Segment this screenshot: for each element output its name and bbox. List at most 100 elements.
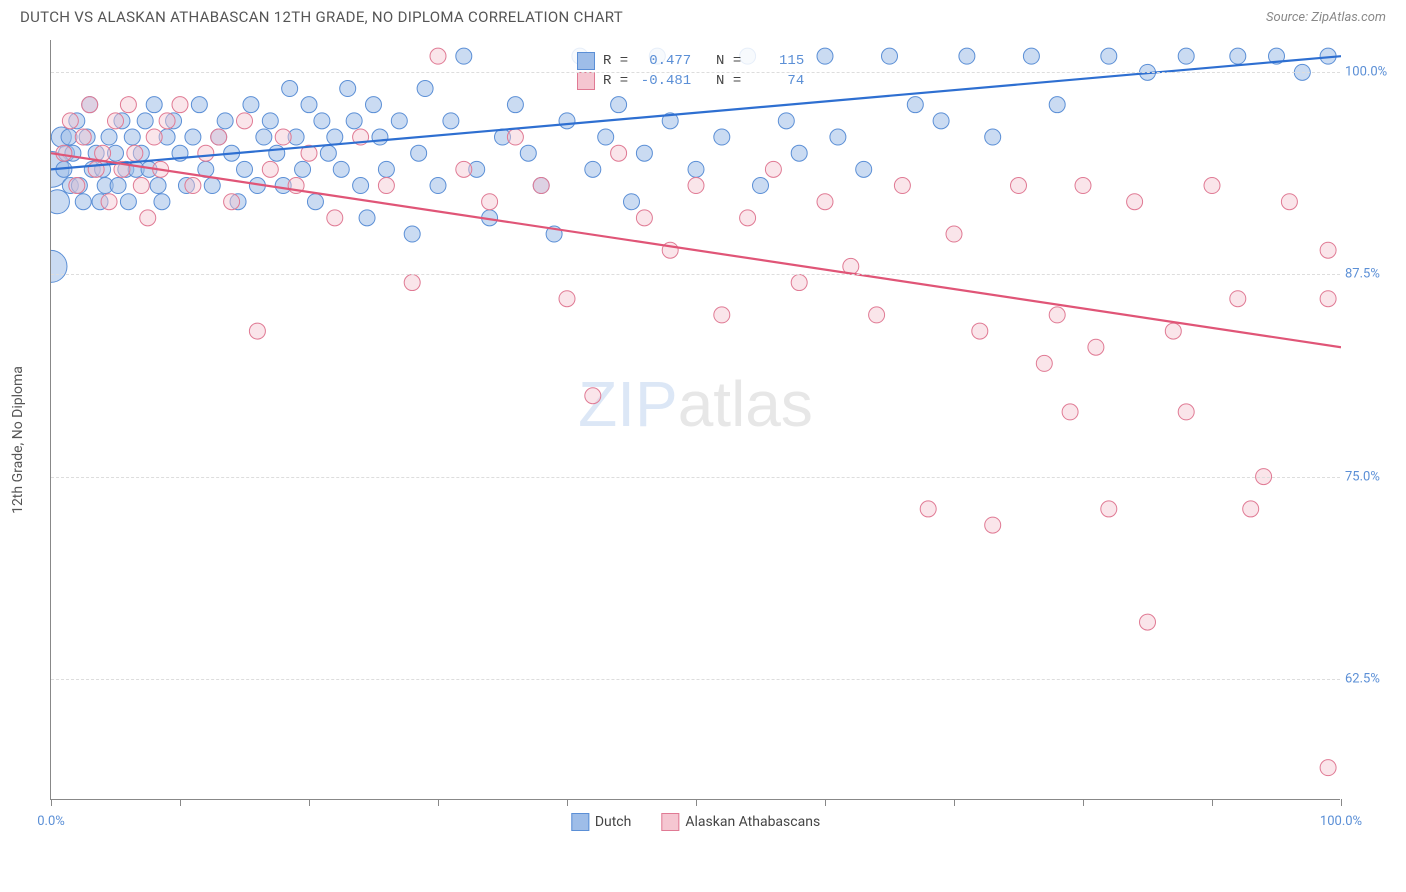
scatter-point [507,97,523,113]
scatter-point [146,129,162,145]
scatter-point [817,48,833,64]
scatter-point [82,97,98,113]
n-label: N = [699,53,741,69]
scatter-point [118,161,134,177]
scatter-point [714,307,730,323]
scatter-point [430,48,446,64]
scatter-point [585,388,601,404]
scatter-point [404,275,420,291]
scatter-point [56,161,72,177]
scatter-point [894,178,910,194]
scatter-point [198,145,214,161]
n-value: 115 [749,53,804,69]
scatter-point [288,129,304,145]
scatter-point [907,97,923,113]
scatter-point [559,113,575,129]
scatter-point [817,194,833,210]
scatter-point [282,81,298,97]
scatter-point [791,145,807,161]
scatter-point [404,226,420,242]
scatter-point [353,178,369,194]
scatter-point [353,129,369,145]
watermark-z: Z [578,368,617,440]
scatter-point [662,113,678,129]
gridline [51,72,1340,73]
scatter-point [843,258,859,274]
watermark: ZIPatlas [578,367,813,441]
scatter-point [1049,307,1065,323]
scatter-point [320,145,336,161]
scatter-point [366,97,382,113]
scatter-point [61,129,77,145]
n-value: 74 [749,73,804,89]
x-tick [309,799,310,806]
scatter-point [740,210,756,226]
y-tick-label: 100.0% [1345,65,1400,80]
scatter-point [1230,291,1246,307]
scatter-point [1023,48,1039,64]
scatter-point [133,145,149,161]
scatter-point [327,210,343,226]
scatter-point [611,145,627,161]
scatter-point [333,161,349,177]
scatter-point [62,178,78,194]
scatter-point [611,97,627,113]
scatter-point [95,161,111,177]
scatter-point [71,178,87,194]
scatter-point [1165,323,1181,339]
correlation-stats-box: R =0.477 N =115R =-0.481 N =74 [567,46,814,96]
scatter-point [249,178,265,194]
scatter-point [97,178,113,194]
scatter-point [765,161,781,177]
scatter-point [372,129,388,145]
scatter-point [153,161,169,177]
scatter-point [114,113,130,129]
scatter-point [430,178,446,194]
x-tick [954,799,955,806]
scatter-point [269,145,285,161]
scatter-point [249,323,265,339]
scatter-point [920,501,936,517]
scatter-point [150,178,166,194]
scatter-point [211,129,227,145]
x-tick [1083,799,1084,806]
scatter-point [101,194,117,210]
scatter-point [84,161,100,177]
scatter-point [636,210,652,226]
scatter-point [469,161,485,177]
scatter-point [108,113,124,129]
scatter-point [166,113,182,129]
scatter-point [662,242,678,258]
scatter-point [301,145,317,161]
svg-overlay [51,40,1341,800]
legend-label: Alaskan Athabascans [685,814,820,830]
scatter-point [411,145,427,161]
legend-label: Dutch [595,814,632,830]
scatter-point [624,194,640,210]
scatter-point [1049,97,1065,113]
scatter-point [172,145,188,161]
x-tick [1212,799,1213,806]
scatter-point [1101,48,1117,64]
x-tick [51,799,52,806]
scatter-point [51,250,67,282]
scatter-point [75,194,91,210]
scatter-point [82,97,98,113]
scatter-point [307,194,323,210]
scatter-point [985,129,1001,145]
scatter-point [1036,355,1052,371]
scatter-point [75,129,91,145]
scatter-point [546,226,562,242]
scatter-point [127,145,143,161]
scatter-point [1320,291,1336,307]
n-label: N = [699,73,741,89]
scatter-point [204,178,220,194]
scatter-point [314,113,330,129]
scatter-point [882,48,898,64]
scatter-point [359,210,375,226]
r-value: 0.477 [636,53,691,69]
y-tick-label: 87.5% [1345,267,1400,282]
scatter-point [378,178,394,194]
scatter-point [256,129,272,145]
legend-swatch [571,813,589,831]
